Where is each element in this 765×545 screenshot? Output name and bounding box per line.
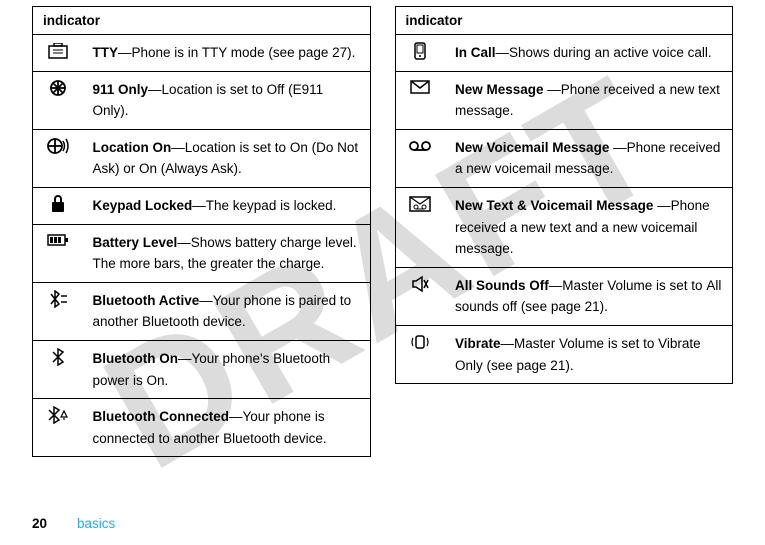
indicator-icon [33,71,83,129]
table-row: New Message —Phone received a new text m… [395,71,733,129]
indicator-description: Keypad Locked—The keypad is locked. [83,187,371,224]
table-row: Bluetooth Active—Your phone is paired to… [33,282,371,340]
table-row: Battery Level—Shows battery charge level… [33,224,371,282]
left-table-body: TTY—Phone is in TTY mode (see page 27).9… [33,35,371,457]
table-row: Keypad Locked—The keypad is locked. [33,187,371,224]
right-table-header: indicator [395,7,733,35]
indicator-description: Battery Level—Shows battery charge level… [83,224,371,282]
indicator-icon [395,35,445,72]
table-row: Location On—Location is set to On (Do No… [33,129,371,187]
indicator-description: All Sounds Off—Master Volume is set to A… [445,267,733,325]
indicator-icon [395,71,445,129]
table-row: New Voicemail Message —Phone received a … [395,129,733,187]
indicator-icon [33,187,83,224]
left-table-header: indicator [33,7,371,35]
indicator-icon [33,399,83,457]
table-row: Bluetooth On—Your phone's Bluetooth powe… [33,340,371,398]
table-row: 911 Only—Location is set to Off (E911 On… [33,71,371,129]
table-row: All Sounds Off—Master Volume is set to A… [395,267,733,325]
table-row: Bluetooth Connected—Your phone is connec… [33,399,371,457]
indicator-icon [33,129,83,187]
table-row: TTY—Phone is in TTY mode (see page 27). [33,35,371,72]
indicator-icon [395,187,445,267]
section-label: basics [77,516,115,531]
indicator-description: TTY—Phone is in TTY mode (see page 27). [83,35,371,72]
indicator-icon [33,282,83,340]
indicator-description: New Text & Voicemail Message —Phone rece… [445,187,733,267]
indicator-description: Vibrate—Master Volume is set to Vibrate … [445,325,733,383]
indicator-icon [33,340,83,398]
indicator-description: Bluetooth Connected—Your phone is connec… [83,399,371,457]
indicator-description: Bluetooth Active—Your phone is paired to… [83,282,371,340]
content-columns: indicator TTY—Phone is in TTY mode (see … [0,0,765,457]
indicator-description: Location On—Location is set to On (Do No… [83,129,371,187]
page-footer: 20 basics [32,516,115,531]
indicator-icon [395,129,445,187]
page-number: 20 [32,516,47,531]
indicator-icon [395,325,445,383]
right-table-body: In Call—Shows during an active voice cal… [395,35,733,384]
right-indicator-table: indicator In Call—Shows during an active… [395,6,734,384]
indicator-icon [33,35,83,72]
table-row: In Call—Shows during an active voice cal… [395,35,733,72]
left-indicator-table: indicator TTY—Phone is in TTY mode (see … [32,6,371,457]
left-column: indicator TTY—Phone is in TTY mode (see … [32,6,371,457]
table-row: Vibrate—Master Volume is set to Vibrate … [395,325,733,383]
right-column: indicator In Call—Shows during an active… [395,6,734,457]
indicator-description: 911 Only—Location is set to Off (E911 On… [83,71,371,129]
table-row: New Text & Voicemail Message —Phone rece… [395,187,733,267]
indicator-icon [395,267,445,325]
indicator-description: Bluetooth On—Your phone's Bluetooth powe… [83,340,371,398]
indicator-icon [33,224,83,282]
indicator-description: In Call—Shows during an active voice cal… [445,35,733,72]
indicator-description: New Message —Phone received a new text m… [445,71,733,129]
indicator-description: New Voicemail Message —Phone received a … [445,129,733,187]
